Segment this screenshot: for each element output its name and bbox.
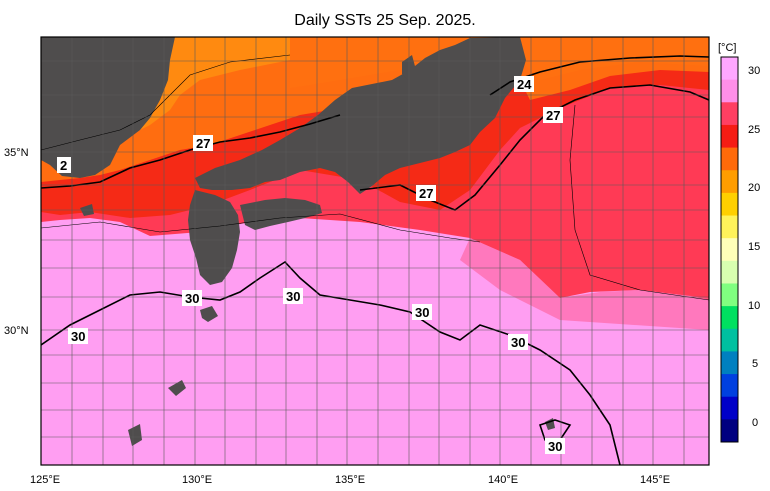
- lon-label-140: 140°E: [488, 474, 518, 486]
- sea-pink-east: [460, 238, 709, 330]
- colorbar-segment: [721, 283, 738, 307]
- colorbar-segment: [721, 396, 738, 420]
- axis-labels: 125°E 130°E 135°E 140°E 145°E 35°N 30°N: [4, 147, 670, 486]
- contour-label-30-e: 30: [511, 335, 525, 350]
- cb-tick-0: 0: [752, 417, 758, 429]
- isotherm-thin-b: [569, 104, 709, 301]
- isotherm-thin-a: [41, 213, 481, 243]
- contour-label-30-d: 30: [71, 329, 85, 344]
- land-tanegashima: [200, 306, 218, 322]
- cb-tick-10: 10: [748, 300, 760, 312]
- contour-label-27-south: 27: [419, 186, 433, 201]
- contour-label-2: 2: [60, 158, 67, 173]
- colorbar-unit: [°C]: [718, 42, 737, 54]
- isotherm-30-a: [41, 260, 621, 465]
- colorbar-segments: [721, 57, 738, 443]
- colorbar-ticks: 30 25 20 15 10 5 0: [748, 65, 760, 429]
- contour-label-30-a: 30: [185, 291, 199, 306]
- contour-label-30-b: 30: [286, 289, 300, 304]
- contour-label-24: 24: [517, 77, 532, 92]
- isotherm-27-a: [41, 114, 341, 189]
- colorbar-segment: [721, 215, 738, 239]
- contour-label-30-c: 30: [415, 305, 429, 320]
- map-title: Daily SSTs 25 Sep. 2025.: [294, 12, 476, 29]
- lon-label-125: 125°E: [30, 474, 60, 486]
- contour-label-30-f: 30: [548, 439, 562, 454]
- colorbar-segment: [721, 419, 738, 443]
- cb-tick-5: 5: [752, 358, 758, 370]
- colorbar-segment: [721, 374, 738, 398]
- land-kyushu: [188, 190, 240, 285]
- colorbar-segment: [721, 124, 738, 149]
- isotherm-30-b: [538, 419, 572, 441]
- lon-label-130: 130°E: [182, 474, 212, 486]
- map-frame: [40, 36, 710, 466]
- lon-label-135: 135°E: [335, 474, 365, 486]
- colorbar-segment: [721, 260, 738, 284]
- colorbar-segment: [721, 170, 738, 194]
- colorbar-segment: [721, 192, 738, 217]
- lat-label-30: 30°N: [4, 325, 29, 337]
- land-honshu: [195, 37, 526, 194]
- contour-label-27-east: 27: [546, 108, 560, 123]
- colorbar-segment: [721, 79, 738, 103]
- contour-labels: 24 27 27 27 2 30 30 30 30 30 30: [57, 76, 565, 454]
- cb-tick-30: 30: [748, 65, 760, 77]
- graticule: [41, 37, 709, 465]
- colorbar-segment: [721, 238, 738, 262]
- land-amami: [168, 380, 186, 396]
- colorbar-frame: [720, 56, 739, 443]
- colorbar-segment: [721, 351, 738, 375]
- cb-tick-20: 20: [748, 182, 760, 194]
- isotherm-thin-c: [41, 54, 291, 151]
- isotherm-24: [489, 55, 709, 96]
- colorbar-segment: [721, 147, 738, 171]
- lon-label-145: 145°E: [640, 474, 670, 486]
- land-okinawa: [128, 424, 142, 446]
- colorbar-segment: [721, 57, 738, 81]
- cb-tick-25: 25: [748, 124, 760, 136]
- colorbar-segment: [721, 306, 738, 330]
- colorbar: 30 25 20 15 10 5 0: [720, 56, 760, 443]
- map-area: [41, 37, 709, 465]
- colorbar-segment: [721, 328, 738, 352]
- cb-tick-15: 15: [748, 241, 760, 253]
- land-korea: [41, 37, 175, 178]
- contour-label-27-north: 27: [196, 136, 210, 151]
- colorbar-segment: [721, 102, 738, 126]
- land-shikoku: [240, 198, 322, 230]
- sea-japan-sea-orange: [290, 37, 709, 88]
- lat-label-35: 35°N: [4, 147, 29, 159]
